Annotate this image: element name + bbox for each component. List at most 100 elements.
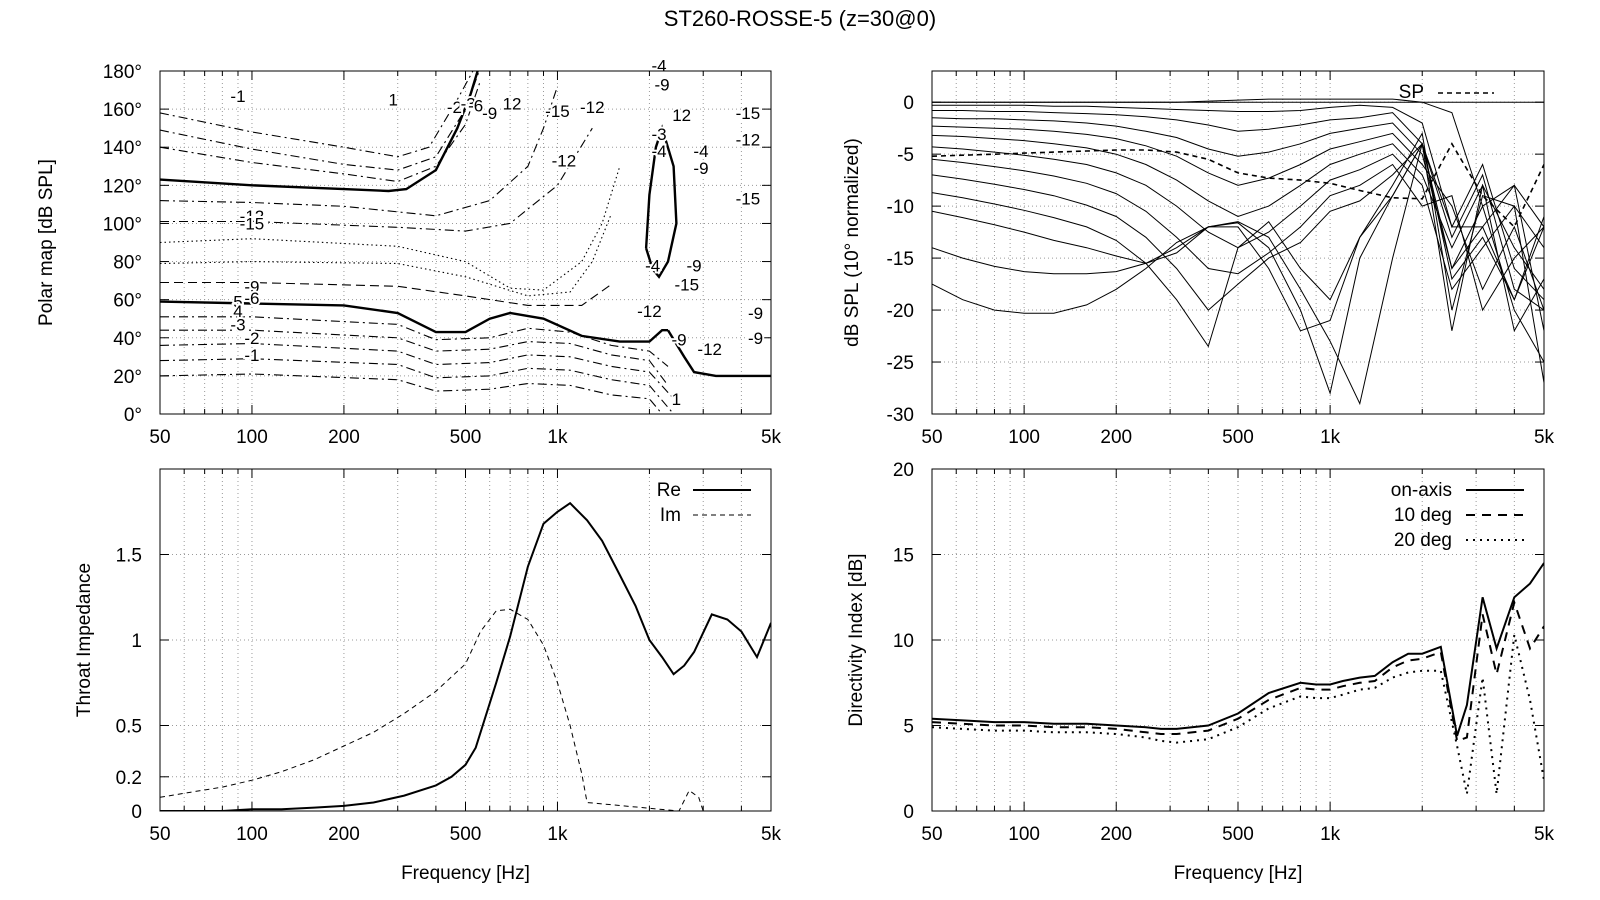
y-tick-label: 0.2 — [116, 768, 142, 789]
y-tick-label: -20 — [887, 301, 914, 322]
series-group — [160, 501, 771, 811]
contour-label: -4 — [651, 56, 666, 75]
contour-line — [160, 281, 612, 306]
contour-label: -2 — [244, 329, 259, 348]
x-tick-label: 5k — [761, 824, 782, 845]
y-tick-label: -5 — [897, 145, 914, 166]
x-tick-label: 500 — [1222, 427, 1254, 448]
contour-line — [644, 124, 678, 279]
contour-label: -2 — [447, 98, 462, 117]
series-line — [932, 158, 1544, 312]
x-tick-label: 200 — [1100, 824, 1132, 845]
contour-label: 4 — [233, 302, 242, 321]
contour-label: 1 — [388, 91, 397, 110]
contour-line — [160, 373, 663, 414]
series-line — [932, 562, 1544, 737]
x-tick-label: 500 — [450, 824, 482, 845]
plot-border — [931, 468, 1545, 812]
x-tick-label: 200 — [328, 824, 360, 845]
contour-label: -15 — [736, 190, 761, 209]
directivity-panel: 50 100 200 500 1k 5k 0 5 10 15 20 Directivity Index… — [846, 460, 1555, 884]
contour-label: -3 — [461, 94, 476, 113]
contour-label: -9 — [671, 331, 686, 350]
impedance-panel: 50 100 200 500 1k 5k 0 0.2 0.5 1 1.5 Throat Impedan… — [74, 468, 782, 884]
contour-line — [160, 71, 474, 158]
x-tick-label: 1k — [1320, 824, 1341, 845]
y-tick-label: 10 — [893, 631, 914, 652]
x-tick-label: 5k — [1534, 824, 1555, 845]
contour-label: -4 — [693, 142, 708, 161]
y-tick-label: 20° — [113, 367, 142, 388]
series-line — [932, 143, 1544, 406]
contour-label: -9 — [687, 256, 702, 275]
series-line — [932, 142, 1544, 332]
series-line — [160, 608, 704, 811]
x-tick-label: 100 — [1008, 427, 1040, 448]
x-tick-label: 200 — [1100, 427, 1132, 448]
y-tick-label: 120° — [103, 176, 142, 197]
y-tick-label: 180° — [103, 62, 142, 83]
x-tick-label: 1k — [547, 824, 568, 845]
contour-label: 12 — [503, 94, 522, 113]
contour-label: -12 — [697, 340, 722, 359]
x-tick-label: 50 — [149, 427, 170, 448]
x-tick-label: 1k — [1320, 427, 1341, 448]
sp-line — [932, 142, 1544, 229]
contour-label: -3 — [230, 315, 245, 334]
y-tick-label: 0 — [903, 93, 914, 114]
x-tick-label: 200 — [328, 427, 360, 448]
contour-label: -12 — [736, 131, 761, 150]
x-tick-label: 100 — [236, 824, 268, 845]
contour-label: -4 — [645, 256, 660, 275]
contour-label: 5 — [233, 293, 242, 312]
contour-label: -9 — [748, 304, 763, 323]
x-tick-label: 100 — [236, 427, 268, 448]
x-tick-label: 50 — [921, 427, 942, 448]
y-tick-label: -10 — [887, 197, 914, 218]
y-tick-label: 5 — [903, 717, 914, 738]
series-line — [932, 104, 1544, 301]
series-line — [932, 117, 1544, 363]
y-tick-label: 160° — [103, 100, 142, 121]
contour-line — [160, 71, 480, 171]
legend-label: 10 deg — [1394, 505, 1452, 526]
series-line — [160, 501, 771, 811]
contour-line — [160, 342, 680, 405]
plot-border — [931, 70, 1545, 415]
contour-line — [160, 86, 559, 217]
y-tick-label: 1 — [131, 631, 142, 652]
contour-label: -6 — [244, 289, 259, 308]
contour-label: -12 — [580, 98, 605, 117]
contour-label: -3 — [651, 125, 666, 144]
contour-line — [160, 127, 593, 232]
legend-label: 20 deg — [1394, 530, 1452, 551]
grid — [932, 71, 1544, 414]
legend-label: Re — [657, 480, 681, 501]
x-tick-label: 100 — [1008, 824, 1040, 845]
contour-label: -1 — [230, 87, 245, 106]
plot-border — [159, 468, 772, 812]
y-tick-label: 140° — [103, 138, 142, 159]
x-tick-label: 50 — [921, 824, 942, 845]
y-axis-label: Polar map [dB SPL] — [36, 159, 57, 326]
contour-line — [160, 316, 669, 367]
y-tick-label: -25 — [887, 353, 914, 374]
contour-group — [160, 71, 771, 414]
contour-label: -12 — [637, 302, 662, 321]
y-axis-label: Directivity Index [dB] — [846, 553, 867, 726]
y-tick-label: 0 — [131, 802, 142, 823]
y-axis-label: dB SPL (10° normalized) — [842, 138, 863, 347]
contour-line — [160, 300, 668, 343]
spl-panel: 50 100 200 500 1k 5k 0 -5 -10 -15 -20 -25 -30 dB SPL … — [842, 70, 1555, 448]
contour-label: -15 — [674, 275, 699, 294]
contour-line — [160, 358, 675, 414]
polar-map-panel: 50 100 200 500 1k 5k 0° 20° 40° 60° 80° 100° 120° 140… — [36, 54, 782, 448]
series-line — [932, 134, 1544, 333]
y-tick-label: 0 — [903, 802, 914, 823]
x-tick-label: 50 — [149, 824, 170, 845]
y-tick-label: 20 — [893, 460, 914, 481]
contour-label: -9 — [655, 75, 670, 94]
contour-label: -15 — [545, 102, 570, 121]
grid — [160, 469, 771, 811]
y-tick-label: 40° — [113, 329, 142, 350]
